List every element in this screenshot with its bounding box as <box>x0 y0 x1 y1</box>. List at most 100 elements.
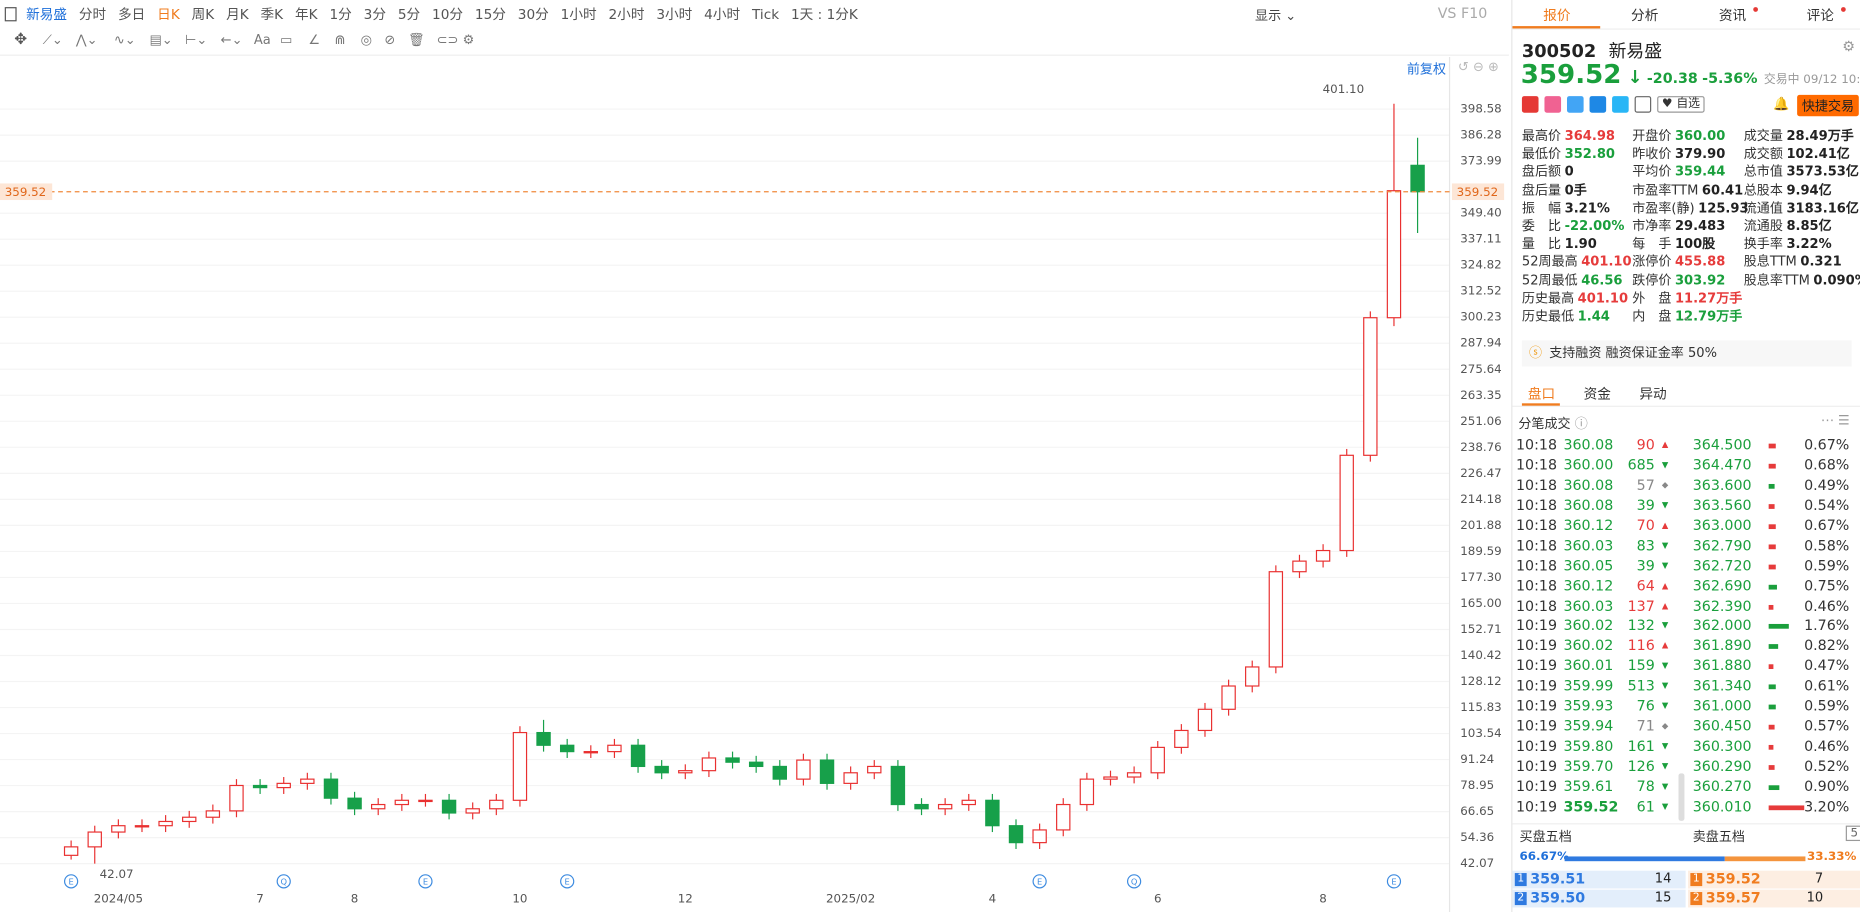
delete-tool[interactable]: 🗑 <box>408 32 425 48</box>
compare-tool[interactable]: ⊂⊃ <box>436 32 459 48</box>
trade-dir: ▲ <box>1661 580 1669 591</box>
hide-tool[interactable]: ⊘ <box>384 32 396 48</box>
period[interactable]: 年K <box>294 5 318 23</box>
candle-body <box>252 784 268 789</box>
x-tick-label: 8 <box>351 892 359 906</box>
candle-body <box>371 803 386 810</box>
price-line: 359.52 ↓ -20.38 -5.36% <box>1520 60 1758 91</box>
bell[interactable]: 🔔 <box>1773 96 1790 112</box>
badge[interactable] <box>1589 96 1607 113</box>
period[interactable]: 15分 <box>474 5 506 23</box>
fib-tool[interactable]: ▤⌄ <box>149 32 173 48</box>
last-price-label: 359.52 <box>1457 185 1499 199</box>
badge[interactable] <box>1566 96 1584 113</box>
subtab[interactable]: 资金 <box>1583 385 1611 403</box>
period[interactable]: 1小时 <box>560 5 597 23</box>
period[interactable]: 日K <box>157 5 180 23</box>
tab[interactable]: 资讯 <box>1718 7 1747 24</box>
trade-time: 10:19 <box>1515 697 1558 715</box>
watch[interactable]: 自选 <box>1676 97 1701 111</box>
wave-tool[interactable]: ∿⌄ <box>113 32 136 48</box>
display-menu[interactable]: 显示 ⌄ <box>1255 8 1297 24</box>
stat-label: 流通值 <box>1743 200 1783 216</box>
quick-trade[interactable]: 快捷交易 <box>1797 94 1859 117</box>
trade-dir: ▼ <box>1661 460 1669 470</box>
period[interactable]: 分时 <box>78 5 107 23</box>
period[interactable]: 多日 <box>118 5 146 23</box>
buy-ratio-label: 66.67% <box>1519 850 1569 864</box>
trade-dir: ▼ <box>1661 560 1669 571</box>
move-tool[interactable]: ✥ <box>14 30 28 49</box>
stat-value: 364.98 <box>1564 128 1615 144</box>
sidebar-icon[interactable] <box>4 7 17 22</box>
watch-button[interactable]: ♥ 自选 <box>1657 96 1705 113</box>
measure-tool[interactable]: ⊢⌄ <box>185 32 208 48</box>
adjust[interactable]: 前复权 <box>1406 61 1447 78</box>
chart-controls[interactable]: ↺ ⊖ ⊕ <box>1457 59 1499 75</box>
candle-body <box>134 825 150 828</box>
vs[interactable]: VS <box>1437 4 1457 22</box>
candle-body <box>1032 829 1047 844</box>
badge[interactable] <box>1521 96 1539 113</box>
period[interactable]: 3分 <box>363 5 386 23</box>
badge[interactable] <box>1544 96 1562 113</box>
period[interactable]: 新易盛 <box>26 5 68 23</box>
event-label: E <box>1037 876 1042 886</box>
period[interactable]: 季K <box>260 5 284 23</box>
angle-tool[interactable]: ∠ <box>308 32 321 48</box>
line-tool[interactable]: ⟋⌄ <box>42 32 63 48</box>
trade-dir: ▼ <box>1661 540 1669 551</box>
dist-pct: 0.59% <box>1804 557 1850 574</box>
stat: 成交量 28.49万手 <box>1744 126 1854 145</box>
vs-f10[interactable]: VS F10 <box>1438 5 1488 22</box>
text-tool[interactable]: Aa <box>253 32 271 48</box>
trade-vol: 90 <box>1636 436 1655 454</box>
period[interactable]: 30分 <box>517 5 549 23</box>
channel-tool[interactable]: ⋀⌄ <box>75 32 98 48</box>
candle-body <box>63 846 79 856</box>
levels-button[interactable]: 5 <box>1845 825 1860 842</box>
dist-bar <box>1768 463 1777 469</box>
dist-bar <box>1768 483 1775 489</box>
badge[interactable] <box>1612 96 1629 113</box>
collapse[interactable]: ⌃ <box>1680 316 1691 330</box>
period[interactable]: 周K <box>191 5 215 23</box>
tab[interactable]: 报价 <box>1543 7 1571 24</box>
period[interactable]: 3小时 <box>656 5 693 23</box>
y-tick-label: 324.82 <box>1460 258 1502 272</box>
tab[interactable]: 评论 <box>1806 7 1834 24</box>
settings-tool[interactable]: ⚙ <box>462 32 475 48</box>
trade-time: 10:19 <box>1515 677 1558 695</box>
trades-menu[interactable]: ⋯ ☰ <box>1820 412 1850 429</box>
tab[interactable]: 分析 <box>1631 7 1659 24</box>
y-tick-label: 165.00 <box>1460 596 1502 610</box>
period[interactable]: Tick <box>752 5 780 23</box>
display[interactable]: 显示 <box>1255 8 1282 24</box>
candle-body <box>867 765 882 774</box>
eye-tool[interactable]: ◎ <box>360 32 373 48</box>
magnet-tool[interactable]: ⋒ <box>334 32 346 48</box>
subtab[interactable]: 异动 <box>1639 385 1667 403</box>
badge[interactable] <box>1634 96 1652 113</box>
stat-value: 455.88 <box>1674 254 1726 270</box>
period[interactable]: 2小时 <box>608 5 645 23</box>
dist-price: 360.300 <box>1692 737 1752 755</box>
period[interactable]: 4小时 <box>704 5 741 23</box>
arrow-tool[interactable]: ←⌄ <box>220 32 243 48</box>
trade-dir: ▼ <box>1661 620 1669 631</box>
stat: 委 比 -22.00% <box>1522 216 1624 235</box>
dist-bar <box>1768 805 1805 811</box>
period[interactable]: 1天 : 1分K <box>790 5 858 23</box>
status: 交易中 09/12 10:19 <box>1763 73 1860 87</box>
period[interactable]: 5分 <box>397 5 421 23</box>
period[interactable]: 10分 <box>432 5 464 23</box>
f10[interactable]: F10 <box>1461 4 1488 22</box>
panel-settings[interactable]: ⚙ <box>1842 37 1855 55</box>
scrollbar[interactable] <box>1678 773 1685 821</box>
stat-label: 市盈率(静) <box>1632 200 1695 216</box>
note-tool[interactable]: ▭ <box>279 32 293 48</box>
trade-dir: ▼ <box>1661 801 1669 812</box>
subtab[interactable]: 盘口 <box>1527 385 1556 403</box>
period[interactable]: 1分 <box>329 5 352 23</box>
period[interactable]: 月K <box>226 5 249 23</box>
